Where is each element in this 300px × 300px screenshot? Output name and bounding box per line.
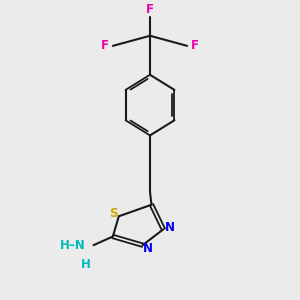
Text: F: F — [146, 2, 154, 16]
Text: F: F — [191, 39, 199, 52]
Text: S: S — [109, 208, 118, 220]
Text: N: N — [165, 221, 175, 234]
Text: H: H — [81, 258, 91, 271]
Text: N: N — [143, 242, 153, 255]
Text: H–N: H–N — [60, 239, 86, 252]
Text: F: F — [101, 39, 109, 52]
